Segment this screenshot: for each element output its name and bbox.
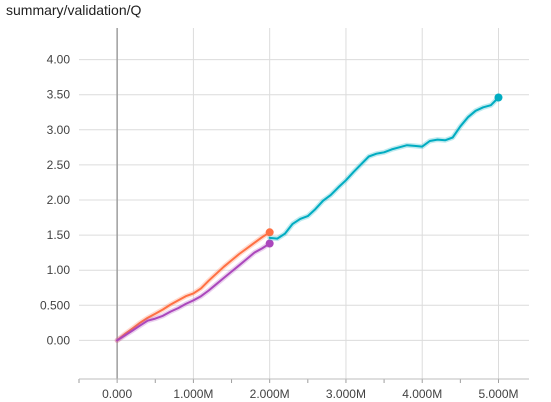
x-tick-label: 1.000M — [173, 387, 213, 401]
y-tick-label: 0.00 — [47, 333, 71, 347]
x-tick-label: 4.000M — [402, 387, 442, 401]
series-line — [116, 242, 271, 342]
x-tick-label: 0.000 — [102, 387, 132, 401]
y-tick-label: 3.50 — [47, 88, 71, 102]
series-end-point — [265, 239, 274, 248]
series-end-point — [265, 228, 274, 237]
y-tick-label: 4.00 — [47, 53, 71, 67]
x-tick-label: 2.000M — [250, 387, 290, 401]
x-tick-label: 3.000M — [326, 387, 366, 401]
y-tick-label: 2.50 — [47, 158, 71, 172]
series-end-point — [494, 93, 503, 102]
y-tick-label: 3.00 — [47, 123, 71, 137]
series-line — [268, 96, 500, 240]
series-line — [116, 231, 271, 342]
y-tick-label: 1.50 — [47, 228, 71, 242]
x-tick-label: 5.000M — [478, 387, 518, 401]
y-tick-label: 2.00 — [47, 193, 71, 207]
y-tick-label: 0.500 — [40, 298, 70, 312]
chart-title: summary/validation/Q — [6, 2, 142, 18]
y-tick-label: 1.00 — [47, 263, 71, 277]
